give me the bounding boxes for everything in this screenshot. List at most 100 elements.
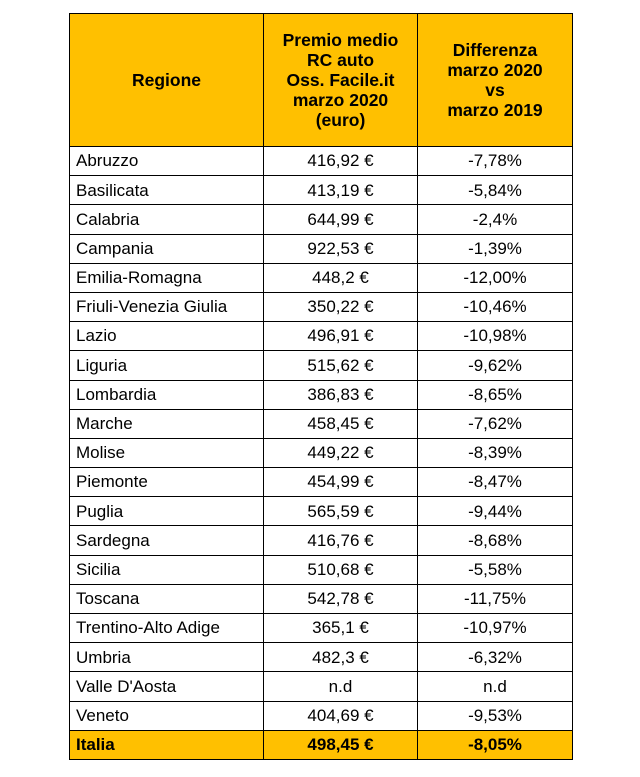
premium-cell: 644,99 € [263,204,418,235]
region-cell: Abruzzo [69,145,264,177]
premium-cell: 448,2 € [263,262,418,293]
premium-cell: 922,53 € [263,233,418,264]
region-cell: Friuli-Venezia Giulia [69,291,264,323]
total-region-cell: Italia [69,729,264,760]
difference-cell: -8,68% [417,525,573,556]
total-difference-cell: -8,05% [417,729,573,760]
table-row: Abruzzo 416,92 € -7,78% [69,145,573,177]
header-difference-line: Differenza [452,39,538,60]
table-row: Basilicata 413,19 € -5,84% [69,175,573,206]
header-premium-line: Premio medio [282,29,399,50]
header-premium-line: marzo 2020 [292,90,389,111]
region-cell: Umbria [69,642,264,673]
premium-cell: 404,69 € [263,700,418,731]
premium-cell: 413,19 € [263,175,418,206]
difference-cell: -1,39% [417,233,573,264]
table-row: Molise 449,22 € -8,39% [69,437,573,469]
table-row: Friuli-Venezia Giulia 350,22 € -10,46% [69,291,573,323]
table-row: Sardegna 416,76 € -8,68% [69,525,573,556]
header-row: Regione Premio medio RC auto Oss. Facile… [69,13,573,147]
region-cell: Calabria [69,204,264,235]
premium-cell: 449,22 € [263,437,418,469]
difference-cell: -5,58% [417,554,573,585]
region-cell: Valle D'Aosta [69,671,264,702]
premium-cell: 565,59 € [263,496,418,527]
premium-cell: 515,62 € [263,350,418,381]
header-difference-line: marzo 2019 [447,100,543,121]
table-row: Puglia 565,59 € -9,44% [69,496,573,527]
difference-cell: -2,4% [417,204,573,235]
premium-cell: 416,92 € [263,145,418,177]
table-row: Sicilia 510,68 € -5,58% [69,554,573,585]
table-row: Trentino-Alto Adige 365,1 € -10,97% [69,612,573,644]
difference-cell: -8,65% [417,379,573,410]
table-row: Emilia-Romagna 448,2 € -12,00% [69,262,573,293]
premium-table: Regione Premio medio RC auto Oss. Facile… [69,13,573,760]
table-footer: Italia 498,45 € -8,05% [69,729,573,760]
difference-cell: -9,53% [417,700,573,731]
premium-cell: 482,3 € [263,642,418,673]
total-premium-cell: 498,45 € [263,729,418,760]
region-cell: Emilia-Romagna [69,262,264,293]
difference-cell: -10,97% [417,612,573,644]
region-cell: Campania [69,233,264,264]
header-premium: Premio medio RC auto Oss. Facile.it marz… [263,13,418,147]
difference-cell: -10,98% [417,321,573,352]
table-row: Umbria 482,3 € -6,32% [69,642,573,673]
region-cell: Toscana [69,583,264,615]
region-cell: Trentino-Alto Adige [69,612,264,644]
premium-cell: 350,22 € [263,291,418,323]
premium-cell: 416,76 € [263,525,418,556]
region-cell: Molise [69,437,264,469]
difference-cell: n.d [417,671,573,702]
table-row: Veneto 404,69 € -9,53% [69,700,573,731]
header-difference: Differenza marzo 2020 vs marzo 2019 [417,13,573,147]
header-premium-line: Oss. Facile.it [286,69,395,90]
premium-cell: 458,45 € [263,408,418,439]
table-row: Lazio 496,91 € -10,98% [69,321,573,352]
region-cell: Lombardia [69,379,264,410]
header-region: Regione [69,13,264,147]
difference-cell: -6,32% [417,642,573,673]
region-cell: Liguria [69,350,264,381]
difference-cell: -8,39% [417,437,573,469]
premium-cell: 386,83 € [263,379,418,410]
header-premium-line: (euro) [315,110,366,131]
table-row: Liguria 515,62 € -9,62% [69,350,573,381]
header-premium-line: RC auto [306,49,375,70]
region-cell: Piemonte [69,467,264,498]
region-cell: Basilicata [69,175,264,206]
table-row: Campania 922,53 € -1,39% [69,233,573,264]
difference-cell: -10,46% [417,291,573,323]
difference-cell: -12,00% [417,262,573,293]
premium-cell: 496,91 € [263,321,418,352]
table-body: Abruzzo 416,92 € -7,78% Basilicata 413,1… [69,145,573,731]
table-row: Valle D'Aosta n.d n.d [69,671,573,702]
region-cell: Sicilia [69,554,264,585]
difference-cell: -11,75% [417,583,573,615]
region-cell: Puglia [69,496,264,527]
difference-cell: -7,78% [417,145,573,177]
premium-cell: 542,78 € [263,583,418,615]
table-row: Toscana 542,78 € -11,75% [69,583,573,615]
premium-cell: 365,1 € [263,612,418,644]
region-cell: Sardegna [69,525,264,556]
premium-cell: 454,99 € [263,467,418,498]
difference-cell: -9,44% [417,496,573,527]
header-difference-line: vs [485,80,505,100]
difference-cell: -8,47% [417,467,573,498]
region-cell: Veneto [69,700,264,731]
table-row: Marche 458,45 € -7,62% [69,408,573,439]
premium-cell: 510,68 € [263,554,418,585]
total-row: Italia 498,45 € -8,05% [69,729,573,760]
region-cell: Marche [69,408,264,439]
table-row: Piemonte 454,99 € -8,47% [69,467,573,498]
table-row: Lombardia 386,83 € -8,65% [69,379,573,410]
table-row: Calabria 644,99 € -2,4% [69,204,573,235]
difference-cell: -5,84% [417,175,573,206]
header-difference-line: marzo 2020 [447,59,543,80]
premium-cell: n.d [263,671,418,702]
difference-cell: -7,62% [417,408,573,439]
difference-cell: -9,62% [417,350,573,381]
region-cell: Lazio [69,321,264,352]
